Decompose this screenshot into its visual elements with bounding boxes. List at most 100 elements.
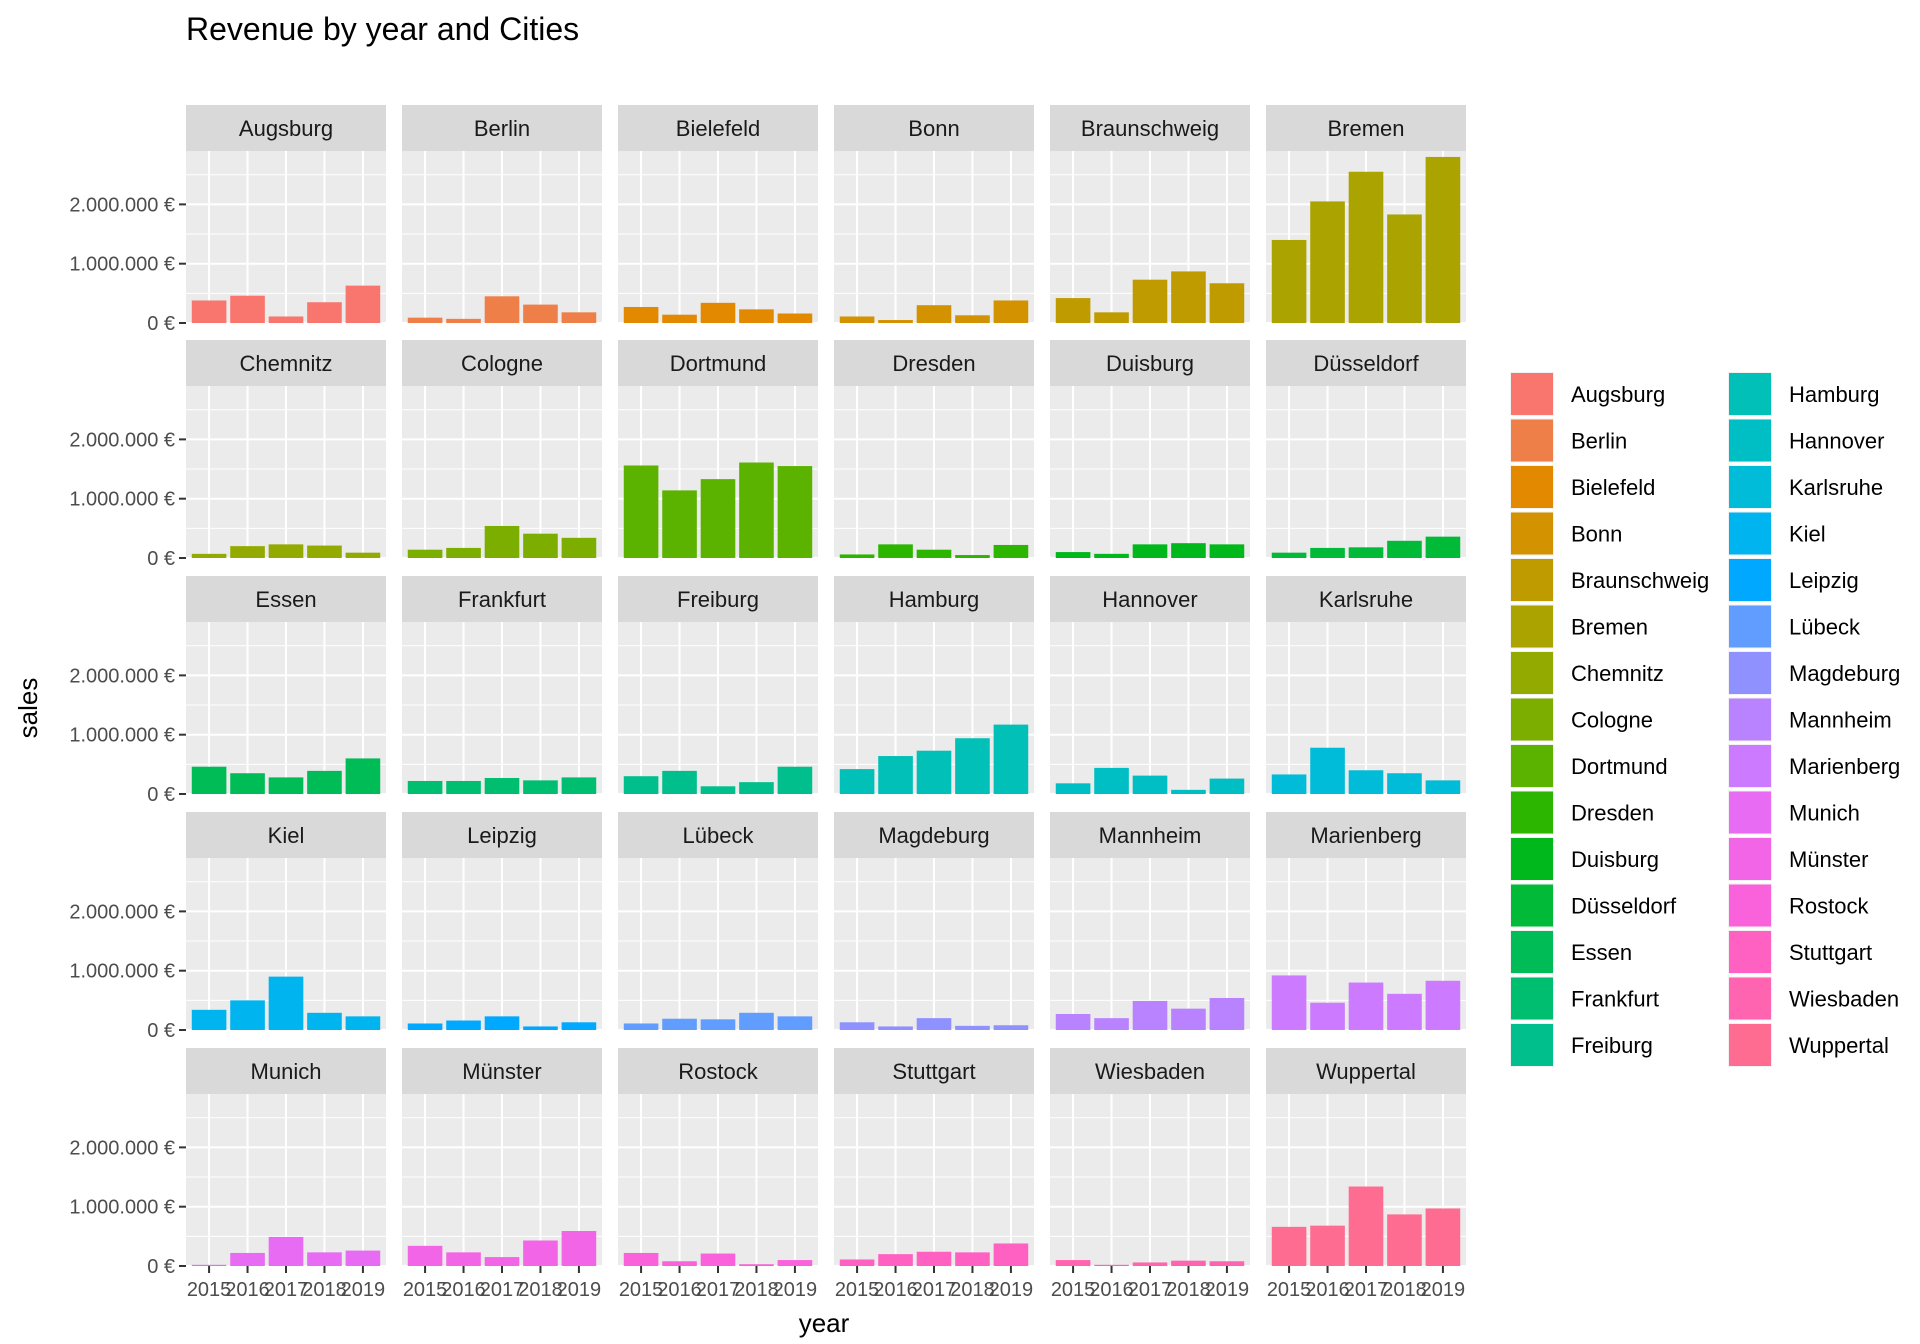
facet-strip-label: Magdeburg bbox=[878, 823, 989, 848]
facet-panel-freiburg: Freiburg bbox=[618, 576, 818, 795]
bar-frankfurt-2016 bbox=[446, 780, 481, 794]
legend-key bbox=[1729, 931, 1771, 973]
y-tick-label: 2.000.000 € bbox=[69, 429, 175, 451]
facet-strip-label: Munich bbox=[251, 1059, 322, 1084]
bar-wuppertal-2018 bbox=[1387, 1214, 1422, 1266]
legend: Augsburg Berlin Bielefeld Bonn Braunschweig B… bbox=[1510, 372, 1900, 1067]
bar-münster-2017 bbox=[484, 1257, 520, 1266]
legend-item-munich: Munich bbox=[1728, 790, 1860, 835]
bar-hannover-2018 bbox=[1171, 789, 1206, 794]
legend-label: Freiburg bbox=[1571, 1033, 1653, 1058]
facet-strip-label: Wuppertal bbox=[1316, 1059, 1416, 1084]
x-tick-label: 2017 bbox=[912, 1279, 957, 1301]
bar-magdeburg-2019 bbox=[993, 1025, 1029, 1030]
facet-strip-label: Duisburg bbox=[1106, 351, 1194, 376]
legend-item-magdeburg: Magdeburg bbox=[1728, 651, 1900, 695]
bar-lübeck-2015 bbox=[623, 1023, 659, 1030]
bar-frankfurt-2017 bbox=[484, 777, 520, 794]
legend-label: Frankfurt bbox=[1571, 987, 1659, 1012]
facet-panel-cologne: Cologne bbox=[402, 340, 602, 559]
legend-item-augsburg: Augsburg bbox=[1510, 372, 1665, 416]
y-tick-label: 2.000.000 € bbox=[69, 194, 175, 216]
facet-panel-essen: Essen bbox=[186, 576, 386, 795]
legend-label: Stuttgart bbox=[1789, 940, 1872, 965]
bar-magdeburg-2017 bbox=[916, 1018, 952, 1030]
legend-label: Bonn bbox=[1571, 522, 1622, 547]
x-tick-label: 2016 bbox=[873, 1279, 918, 1301]
x-tick-label: 2017 bbox=[480, 1279, 525, 1301]
legend-label: Chemnitz bbox=[1571, 661, 1664, 686]
bar-düsseldorf-2017 bbox=[1348, 547, 1384, 558]
bar-mannheim-2016 bbox=[1094, 1018, 1129, 1030]
legend-key bbox=[1729, 559, 1771, 601]
facet-panel-lübeck: Lübeck bbox=[618, 812, 818, 1031]
y-tick-label: 0 € bbox=[147, 313, 175, 335]
bar-stuttgart-2016 bbox=[878, 1254, 913, 1266]
legend-label: Bremen bbox=[1571, 615, 1648, 640]
bar-wuppertal-2015 bbox=[1271, 1226, 1307, 1266]
x-tick-label: 2018 bbox=[734, 1279, 779, 1301]
bar-münster-2016 bbox=[446, 1252, 481, 1266]
bar-düsseldorf-2019 bbox=[1425, 536, 1461, 558]
bar-mannheim-2018 bbox=[1171, 1008, 1206, 1030]
bar-stuttgart-2017 bbox=[916, 1251, 952, 1266]
bar-bielefeld-2017 bbox=[700, 302, 736, 323]
facet-panel-magdeburg: Magdeburg bbox=[834, 812, 1034, 1031]
bar-bielefeld-2019 bbox=[777, 313, 813, 323]
bar-rostock-2017 bbox=[700, 1253, 736, 1266]
legend-key bbox=[1729, 652, 1771, 694]
bar-chemnitz-2019 bbox=[345, 552, 381, 558]
bar-hamburg-2015 bbox=[839, 769, 875, 794]
legend-key bbox=[1511, 419, 1553, 462]
bar-berlin-2016 bbox=[446, 318, 481, 323]
bar-bonn-2018 bbox=[955, 315, 990, 323]
legend-item-rostock: Rostock bbox=[1728, 883, 1869, 928]
facet-strip bbox=[834, 105, 1034, 151]
legend-key bbox=[1729, 419, 1771, 462]
bar-dortmund-2017 bbox=[700, 479, 736, 558]
legend-item-wiesbaden: Wiesbaden bbox=[1728, 976, 1899, 1021]
bar-dresden-2018 bbox=[955, 555, 990, 558]
legend-label: Mannheim bbox=[1789, 708, 1892, 733]
bar-munich-2016 bbox=[230, 1252, 265, 1266]
bar-leipzig-2017 bbox=[484, 1016, 520, 1030]
facet-strip-label: Dortmund bbox=[670, 351, 767, 376]
legend-item-duisburg: Duisburg bbox=[1510, 837, 1659, 881]
legend-label: Marienberg bbox=[1789, 754, 1900, 779]
facet-panel-hamburg: Hamburg bbox=[834, 576, 1034, 795]
legend-item-braunschweig: Braunschweig bbox=[1510, 558, 1709, 602]
legend-label: Cologne bbox=[1571, 708, 1653, 733]
facet-strip-label: Hamburg bbox=[889, 587, 979, 612]
bar-essen-2016 bbox=[230, 773, 265, 794]
bar-cologne-2015 bbox=[407, 549, 443, 558]
bar-münster-2019 bbox=[561, 1231, 597, 1266]
facet-strip-label: Kiel bbox=[268, 823, 305, 848]
bar-karlsruhe-2017 bbox=[1348, 770, 1384, 794]
legend-item-kiel: Kiel bbox=[1728, 511, 1826, 556]
legend-key bbox=[1729, 791, 1771, 834]
bar-duisburg-2019 bbox=[1209, 544, 1245, 558]
legend-item-hamburg: Hamburg bbox=[1728, 372, 1879, 416]
x-tick-label: 2018 bbox=[950, 1279, 995, 1301]
y-tick-label: 1.000.000 € bbox=[69, 489, 175, 511]
bar-dresden-2019 bbox=[993, 544, 1029, 558]
bar-bonn-2015 bbox=[839, 316, 875, 323]
bar-mannheim-2017 bbox=[1132, 1000, 1168, 1030]
bar-munich-2018 bbox=[307, 1252, 342, 1266]
bar-wuppertal-2019 bbox=[1425, 1208, 1461, 1266]
x-tick-label: 2018 bbox=[302, 1279, 347, 1301]
facet-strip bbox=[402, 340, 602, 386]
bar-düsseldorf-2015 bbox=[1271, 552, 1307, 558]
chart-title: Revenue by year and Cities bbox=[186, 11, 579, 47]
facet-panel-rostock: Rostock bbox=[618, 1048, 818, 1267]
y-tick-label: 1.000.000 € bbox=[69, 725, 175, 747]
x-tick-label: 2019 bbox=[989, 1279, 1034, 1301]
facet-panel-düsseldorf: Düsseldorf bbox=[1266, 340, 1466, 559]
facet-panel-kiel: Kiel bbox=[186, 812, 386, 1031]
y-tick-label: 0 € bbox=[147, 1256, 175, 1278]
bar-marienberg-2015 bbox=[1271, 975, 1307, 1030]
y-tick-label: 1.000.000 € bbox=[69, 1197, 175, 1219]
facet-panel-bonn: Bonn bbox=[834, 105, 1034, 324]
bar-berlin-2018 bbox=[523, 304, 558, 323]
y-tick-label: 1.000.000 € bbox=[69, 254, 175, 276]
